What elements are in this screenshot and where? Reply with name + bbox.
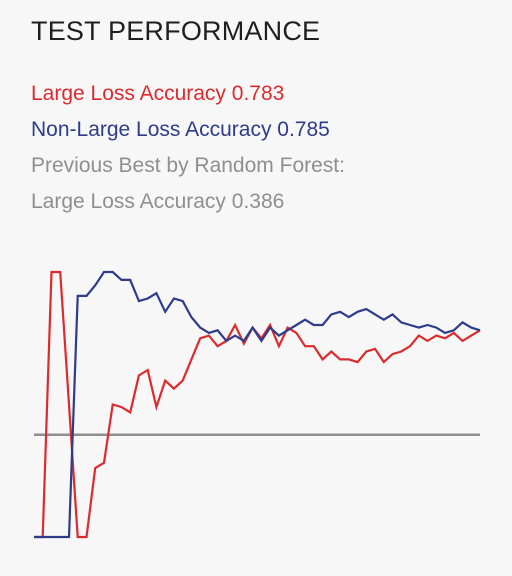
stats-block: Large Loss Accuracy 0.783 Non-Large Loss… <box>31 76 345 220</box>
previous-best-accuracy: Large Loss Accuracy 0.386 <box>31 190 285 213</box>
previous-best-label: Previous Best by Random Forest: <box>31 154 345 177</box>
non-large-loss-accuracy-line <box>34 270 481 539</box>
non-large-loss-accuracy: Non-Large Loss Accuracy 0.785 <box>31 118 330 141</box>
panel-title: TEST PERFORMANCE <box>31 16 321 46</box>
large-loss-accuracy: Large Loss Accuracy 0.783 <box>31 82 285 105</box>
large-loss-accuracy-line <box>34 270 481 539</box>
accuracy-line-chart <box>34 270 481 539</box>
